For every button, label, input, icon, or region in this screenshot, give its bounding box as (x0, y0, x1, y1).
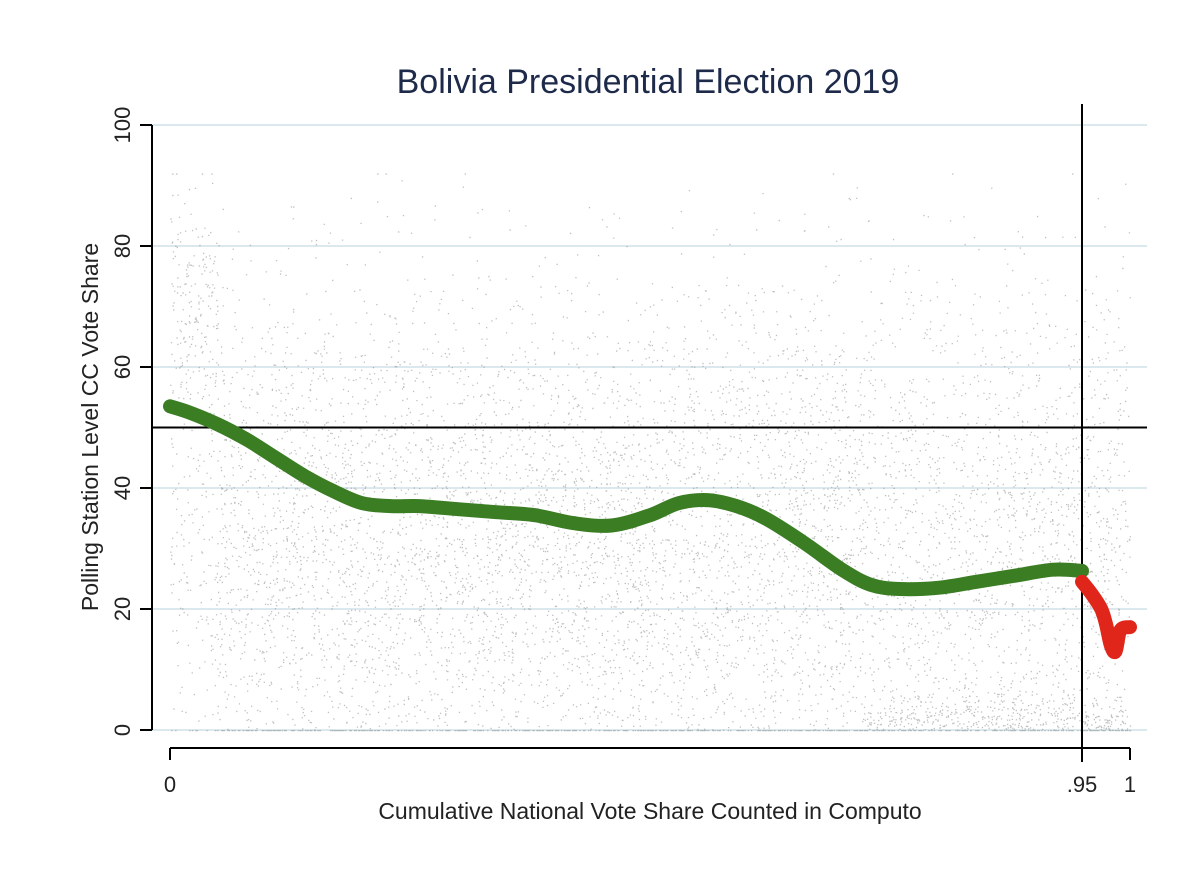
x-tick-label: 1 (1124, 772, 1136, 797)
smoothed-curve-after-cutoff (1075, 574, 1137, 660)
chart-title: Bolivia Presidential Election 2019 (397, 63, 900, 101)
smoothed-curve-before-cutoff (163, 399, 1089, 597)
y-tick-label: 40 (110, 476, 135, 500)
y-tick-label: 80 (110, 234, 135, 258)
y-tick-label: 0 (110, 724, 135, 736)
scatter-points (170, 173, 1132, 732)
axes: 0 20 40 60 80 100 0 .95 1 (110, 104, 1147, 797)
x-tick-label: 0 (164, 772, 176, 797)
smoothed-curves (163, 399, 1137, 660)
scatter-point-cloud (170, 173, 1132, 732)
y-axis-label: Polling Station Level CC Vote Share (77, 243, 103, 611)
y-tick-label: 100 (110, 107, 135, 144)
x-tick-label: .95 (1067, 772, 1098, 797)
x-axis-label: Cumulative National Vote Share Counted i… (378, 798, 921, 824)
y-tick-label: 20 (110, 597, 135, 621)
y-tick-label: 60 (110, 355, 135, 379)
